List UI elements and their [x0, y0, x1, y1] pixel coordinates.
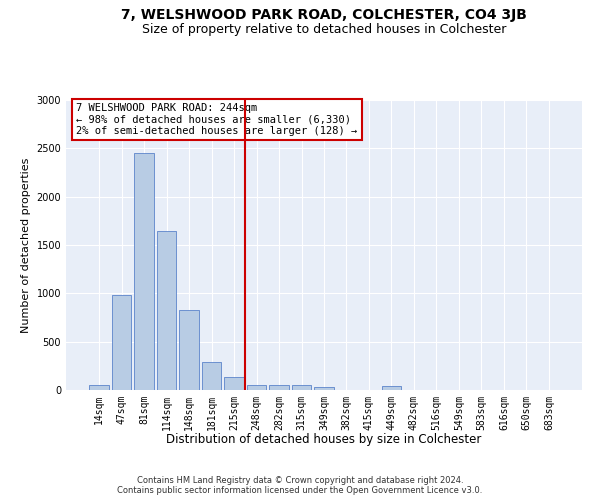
Bar [112, 296, 131, 390]
Bar [269, 384, 289, 390]
Bar [134, 153, 154, 390]
Bar [382, 386, 401, 390]
Text: Contains HM Land Registry data © Crown copyright and database right 2024.
Contai: Contains HM Land Registry data © Crown c… [118, 476, 482, 495]
Bar [179, 310, 199, 390]
Bar [292, 384, 311, 390]
Text: 7, WELSHWOOD PARK ROAD, COLCHESTER, CO4 3JB: 7, WELSHWOOD PARK ROAD, COLCHESTER, CO4 … [121, 8, 527, 22]
Text: Size of property relative to detached houses in Colchester: Size of property relative to detached ho… [142, 22, 506, 36]
Text: Distribution of detached houses by size in Colchester: Distribution of detached houses by size … [166, 432, 482, 446]
Bar [247, 384, 266, 390]
Bar [89, 385, 109, 390]
Bar [157, 232, 176, 390]
Bar [314, 387, 334, 390]
Text: 7 WELSHWOOD PARK ROAD: 244sqm
← 98% of detached houses are smaller (6,330)
2% of: 7 WELSHWOOD PARK ROAD: 244sqm ← 98% of d… [76, 103, 358, 136]
Bar [224, 377, 244, 390]
Y-axis label: Number of detached properties: Number of detached properties [21, 158, 31, 332]
Bar [202, 362, 221, 390]
